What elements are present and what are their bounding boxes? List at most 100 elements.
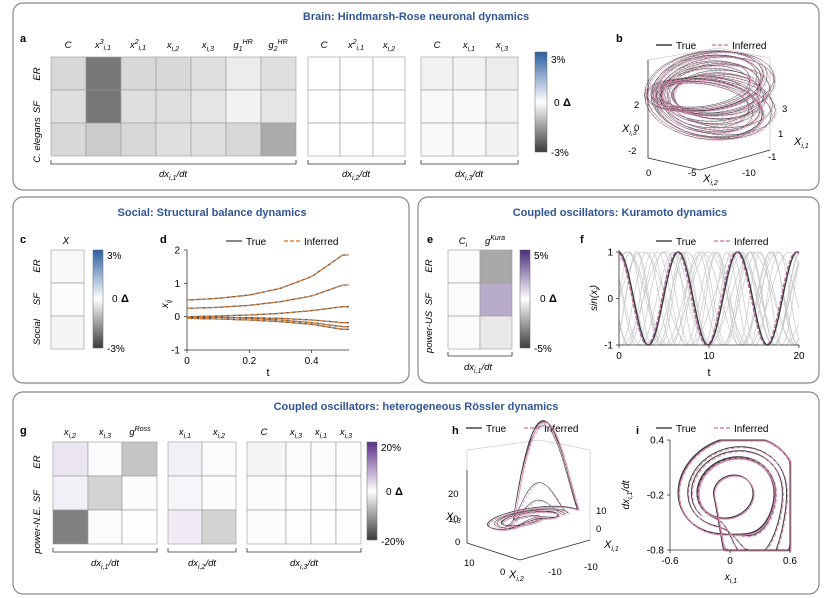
col-header: xi,2 (166, 40, 179, 53)
heatmap-cell (85, 89, 122, 124)
g-group-label: dxi,3/dt (290, 558, 318, 571)
g-col-header: xi,3 (339, 427, 352, 440)
plot-i-legend: True Inferred (656, 424, 768, 435)
kuramoto-title: Coupled oscillators: Kuramoto dynamics (513, 207, 728, 219)
heatmap-cell (50, 315, 85, 350)
heatmap-cell (121, 441, 158, 477)
row-label: SF (32, 489, 43, 502)
heatmap-cell (246, 441, 287, 477)
e-col-header: Ci (459, 236, 468, 249)
d-ytick-label: 2 (174, 246, 180, 257)
colorbar-a-symbol: Δ (563, 97, 571, 109)
heatmap-cell (420, 56, 454, 91)
col-header: x3i,1 (94, 39, 111, 52)
e-group-label: dxi,1/dt (464, 362, 492, 375)
colorbar-g-max: 20% (381, 443, 401, 454)
f-background-line (618, 251, 800, 346)
row-label: power-US (424, 310, 435, 354)
b-x-tick: -5 (688, 168, 696, 179)
d-xlabel: t (266, 367, 269, 379)
i-ytick-label: -0.2 (647, 491, 665, 502)
b-z-tick: 2 (634, 100, 639, 111)
i-xtick-label: 0 (727, 556, 733, 567)
heatmap-cell (155, 122, 192, 157)
b-y-tick: 3 (782, 104, 787, 115)
colorbar-a (534, 51, 548, 153)
heatmap-cell (50, 122, 87, 157)
g-col-header: xi,2 (63, 427, 76, 440)
heatmap-g-brackets (52, 548, 362, 553)
heatmap-cell (485, 89, 519, 124)
i-ytick-label: 0.4 (650, 436, 664, 447)
heatmap-a-brackets (50, 160, 519, 165)
plot-f-legend: True Inferred (656, 237, 768, 248)
col-header: x2i,1 (129, 39, 146, 52)
colorbar-e (519, 249, 531, 349)
heatmap-cell (339, 89, 374, 124)
heatmap-cell (335, 441, 362, 477)
rossler-panel-frame (12, 391, 820, 595)
f-xtick-label: 0 (616, 351, 622, 362)
legend-inferred: Inferred (304, 237, 338, 248)
e-bracket (447, 352, 513, 357)
heatmap-cell (420, 122, 454, 157)
heatmap-cell (201, 475, 237, 511)
heatmap-cell (372, 56, 406, 91)
heatmap-cell (372, 122, 406, 157)
colorbar-e-mid: 0 (540, 294, 546, 305)
g-col-header: xi,1 (314, 427, 327, 440)
heatmap-cell (447, 249, 481, 284)
label-b: b (616, 33, 623, 45)
f-ylabel: sin(xi) (589, 285, 602, 311)
h-y-tick: 0 (596, 524, 601, 535)
group-label-dx2: dxi,2/dt (342, 169, 370, 182)
legend-true: True (676, 237, 697, 248)
i-ytick-label: -0.8 (647, 546, 665, 557)
group-label-dx3: dxi,3/dt (455, 169, 483, 182)
colorbar-g (366, 441, 378, 541)
heatmap-cell (260, 122, 297, 157)
heatmap-cell (120, 122, 157, 157)
heatmap-cell (246, 475, 287, 511)
row-label: C. elegans (32, 117, 43, 163)
heatmap-cell (87, 475, 123, 511)
row-label: Social (32, 318, 43, 345)
heatmap-cell (167, 441, 203, 477)
legend-true: True (676, 41, 697, 52)
heatmap-cell (85, 56, 122, 91)
heatmap-cell (190, 122, 227, 157)
b-y-label: Xi,1 (793, 136, 809, 150)
heatmap-cell (447, 315, 481, 350)
col-header: xi,2 (382, 40, 395, 53)
label-i: i (636, 425, 639, 437)
legend-true: True (246, 237, 267, 248)
heatmap-cell (87, 441, 123, 477)
g-col-header: xi,3 (98, 427, 111, 440)
label-f: f (580, 234, 584, 246)
g-col-header: C (261, 427, 268, 438)
heatmap-e (447, 249, 513, 350)
heatmap-cell (335, 475, 362, 511)
heatmap-cell (225, 89, 262, 124)
heatmap-a-row-labels: ER SF C. elegans (32, 67, 43, 162)
social-title: Social: Structural balance dynamics (118, 207, 307, 219)
heatmap-cell (260, 89, 297, 124)
col-header: g1HR (233, 39, 252, 53)
g-col-header: gRoss (129, 426, 151, 438)
b-inferred-trajectory (645, 51, 777, 141)
legend-inferred: Inferred (734, 237, 768, 248)
plot-b-legend: True Inferred (656, 41, 766, 52)
b-x-tick: 0 (646, 168, 651, 179)
row-label: ER (424, 259, 435, 272)
heatmap-cell (52, 441, 89, 477)
heatmap-cell (155, 89, 192, 124)
heatmap-cell (447, 282, 481, 317)
i-xtick-label: -0.6 (661, 556, 679, 567)
c-col-header: X (62, 236, 70, 247)
row-label: SF (32, 292, 43, 305)
col-header: g2HR (268, 39, 287, 53)
label-a: a (20, 33, 27, 45)
heatmap-cell (485, 122, 519, 157)
h-y-tick: 10 (596, 506, 607, 517)
col-header: xi,1 (462, 40, 475, 53)
